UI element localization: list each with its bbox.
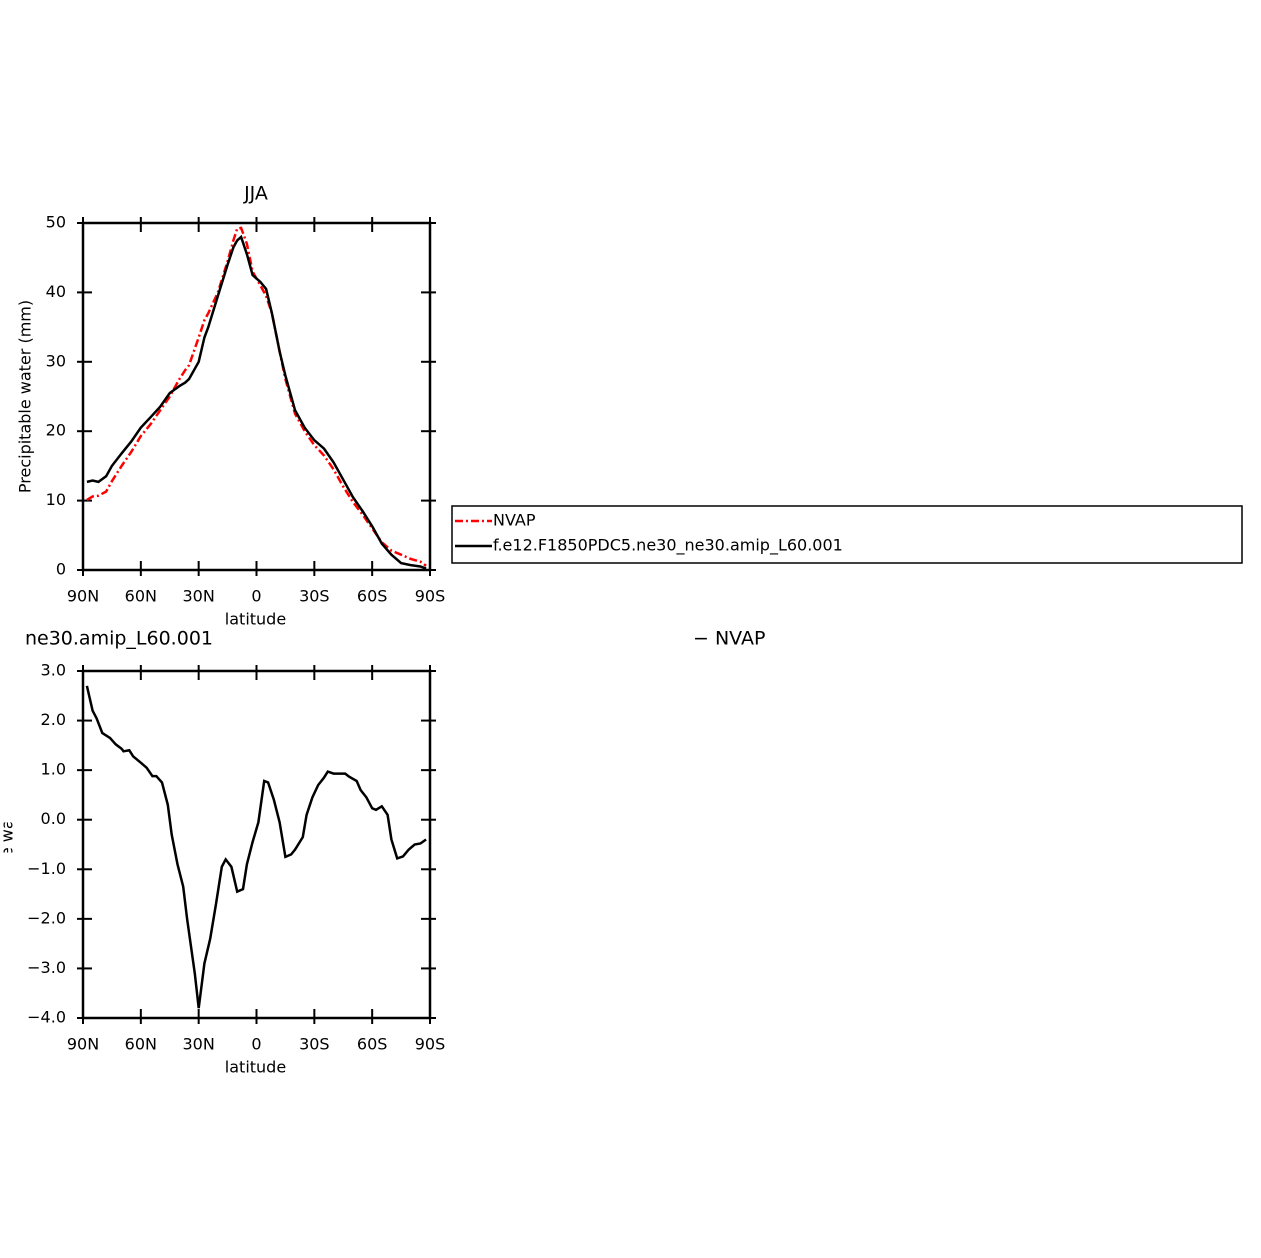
- y-tick-label: 30: [46, 351, 66, 370]
- x-tick-label: 60N: [125, 1035, 157, 1054]
- x-tick-label: 90N: [67, 1035, 99, 1054]
- plot-frame: [81, 669, 432, 1020]
- legend-label: f.e12.F1850PDC5.ne30_ne30.amip_L60.001: [493, 536, 843, 556]
- x-tick-label: 0: [251, 587, 261, 606]
- x-tick-label: 30N: [183, 587, 215, 606]
- chart-title: ne30.amip_L60.001: [25, 628, 213, 650]
- legend-box: [451, 505, 1243, 564]
- y-tick-label: 50: [46, 213, 66, 232]
- x-tick-label: 30N: [183, 1035, 215, 1054]
- chart-subtitle: − NVAP: [693, 628, 765, 650]
- x-tick-label: 90N: [67, 587, 99, 606]
- x-tick-label: 60S: [357, 1035, 388, 1054]
- data-line: [85, 685, 427, 1009]
- x-tick-label: 90S: [415, 587, 446, 606]
- x-tick-label: 60N: [125, 587, 157, 606]
- y-tick-label: 0: [56, 560, 66, 579]
- chart-title: JJA: [243, 183, 268, 205]
- legend-label: NVAP: [493, 511, 536, 530]
- y-axis-label: Precipitable water (mm): [16, 300, 35, 493]
- data-line: [86, 234, 427, 570]
- y-tick-label: 3.0: [41, 661, 66, 680]
- x-tick-label: 30S: [299, 587, 330, 606]
- x-tick-label: 30S: [299, 1035, 330, 1054]
- y-tick-label: 40: [46, 282, 66, 301]
- y-tick-label: −4.0: [27, 1008, 66, 1027]
- plot-frame: [81, 221, 432, 572]
- y-tick-label: 20: [46, 421, 66, 440]
- data-line: [86, 226, 427, 567]
- x-axis-label: latitude: [225, 1058, 286, 1077]
- y-tick-label: 1.0: [41, 760, 66, 779]
- x-axis-label: latitude: [225, 610, 286, 629]
- y-tick-label: 0.0: [41, 809, 66, 828]
- y-tick-label: −1.0: [27, 859, 66, 878]
- x-tick-label: 0: [251, 1035, 261, 1054]
- y-axis-label: Precipitable water (mm): [0, 748, 17, 941]
- x-tick-label: 60S: [357, 587, 388, 606]
- y-tick-label: −2.0: [27, 908, 66, 927]
- y-tick-label: 10: [46, 490, 66, 509]
- y-tick-label: 2.0: [41, 710, 66, 729]
- x-tick-label: 90S: [415, 1035, 446, 1054]
- y-tick-label: −3.0: [27, 958, 66, 977]
